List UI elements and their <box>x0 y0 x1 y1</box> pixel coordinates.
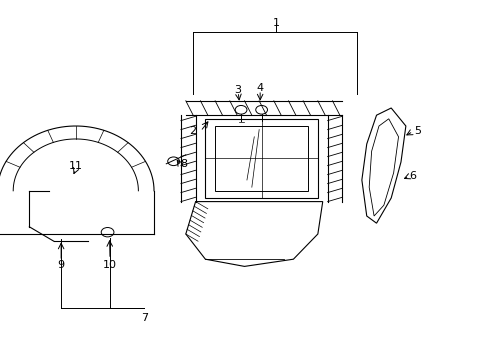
Text: 9: 9 <box>58 260 64 270</box>
Text: 1: 1 <box>272 18 279 28</box>
Text: 8: 8 <box>180 159 186 169</box>
Text: 3: 3 <box>234 85 241 95</box>
Text: 5: 5 <box>414 126 421 136</box>
Text: 4: 4 <box>256 83 263 93</box>
Text: 10: 10 <box>103 260 117 270</box>
Text: 6: 6 <box>409 171 416 181</box>
Text: 7: 7 <box>141 312 147 323</box>
Text: 2: 2 <box>189 126 196 136</box>
Text: 11: 11 <box>69 161 82 171</box>
